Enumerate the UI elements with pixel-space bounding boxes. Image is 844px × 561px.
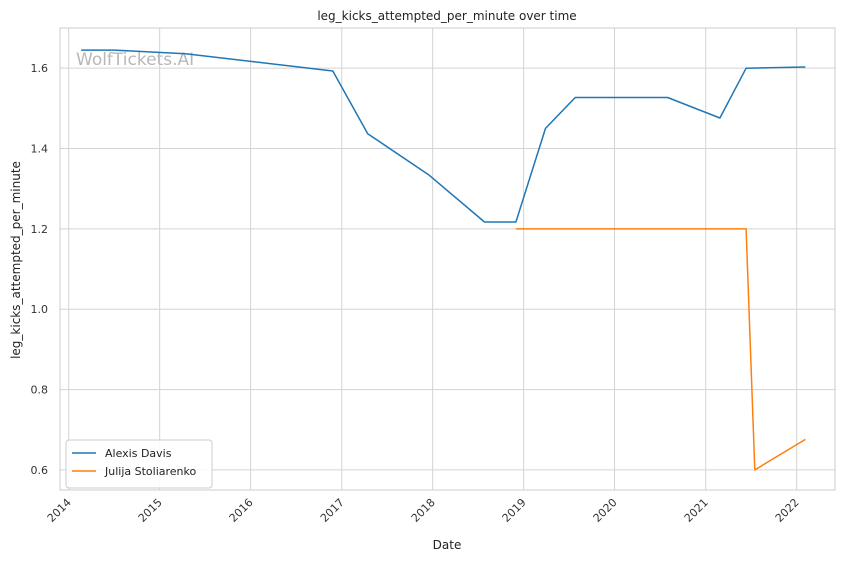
y-tick-label: 0.8 bbox=[31, 384, 49, 397]
y-tick-label: 1.0 bbox=[31, 303, 49, 316]
series-line-alexis-davis bbox=[81, 49, 806, 223]
y-axis-label: leg_kicks_attempted_per_minute bbox=[9, 161, 23, 359]
plot-frame bbox=[59, 27, 836, 491]
y-axis-ticks: 0.6 0.8 1.0 1.2 1.4 1.6 bbox=[31, 62, 49, 477]
y-tick-label: 0.6 bbox=[31, 464, 49, 477]
watermark: WolfTickets.AI bbox=[76, 50, 194, 70]
legend-label-julija-stoliarenko: Julija Stoliarenko bbox=[104, 465, 196, 478]
series-line-julija-stoliarenko bbox=[515, 228, 806, 471]
y-tick-label: 1.4 bbox=[31, 143, 49, 156]
y-tick-label: 1.2 bbox=[31, 223, 49, 236]
legend: Alexis Davis Julija Stoliarenko bbox=[65, 439, 213, 489]
series-layer bbox=[81, 49, 806, 471]
legend-label-alexis-davis: Alexis Davis bbox=[105, 447, 172, 460]
x-axis-label: Date bbox=[433, 538, 462, 552]
grid-lines bbox=[60, 28, 835, 490]
legend-box bbox=[65, 439, 213, 489]
chart-title: leg_kicks_attempted_per_minute over time bbox=[317, 9, 576, 23]
y-tick-label: 1.6 bbox=[31, 62, 49, 75]
